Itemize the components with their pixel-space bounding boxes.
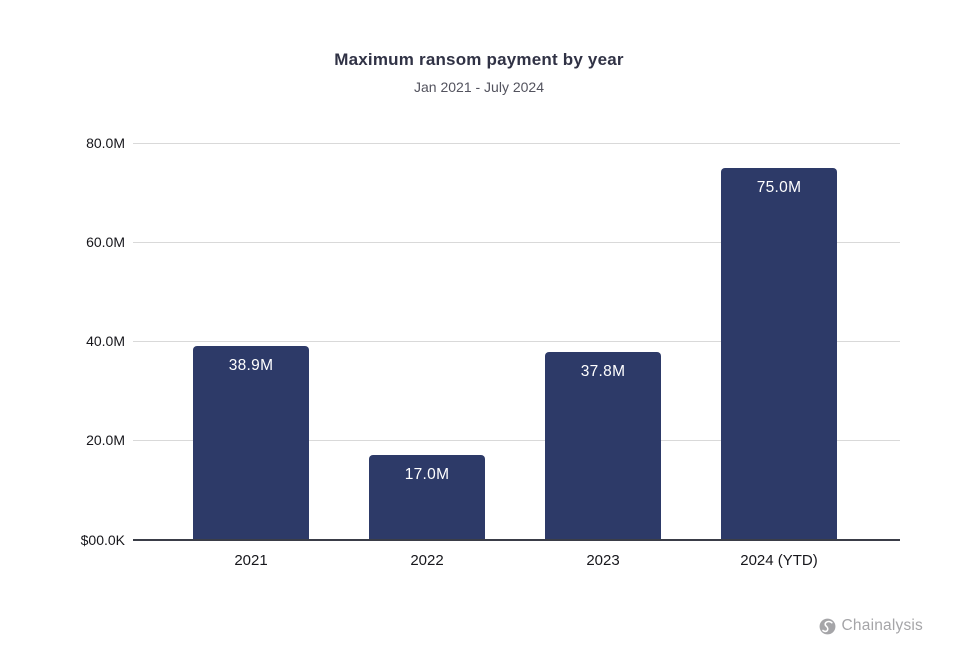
x-axis-label: 2023 — [586, 552, 620, 569]
gridline — [133, 341, 900, 342]
gridline — [133, 242, 900, 243]
chart-subtitle: Jan 2021 - July 2024 — [414, 79, 544, 95]
bar: 38.9M — [193, 346, 309, 539]
gridline — [133, 440, 900, 441]
brand-footer: Chainalysis — [819, 615, 923, 637]
x-axis-line — [133, 539, 900, 541]
y-axis-tick-label: $00.0K — [80, 532, 125, 548]
y-axis-tick-label: 40.0M — [86, 333, 125, 349]
y-axis-tick-label: 20.0M — [86, 432, 125, 448]
chart-title: Maximum ransom payment by year — [334, 50, 624, 69]
brand-label: Chainalysis — [841, 617, 923, 634]
bar-value-label: 38.9M — [228, 357, 274, 375]
bar: 75.0M — [721, 167, 837, 539]
bar-value-label: 37.8M — [580, 362, 626, 380]
x-axis-label: 2024 (YTD) — [740, 552, 818, 569]
x-axis-label: 2022 — [410, 552, 444, 569]
chainalysis-logo-icon — [819, 618, 836, 635]
bar-value-label: 75.0M — [756, 178, 802, 196]
bar-value-label: 17.0M — [404, 465, 450, 483]
x-axis-label: 2021 — [234, 552, 268, 569]
bar: 37.8M — [545, 351, 661, 539]
gridline — [133, 143, 900, 144]
y-axis-tick-label: 80.0M — [86, 135, 125, 151]
y-axis-tick-label: 60.0M — [86, 234, 125, 250]
chart-header: Maximum ransom payment by year Jan 2021 … — [0, 50, 958, 95]
bar: 17.0M — [369, 454, 485, 539]
plot-area: 80.0M 60.0M 40.0M 20.0M $00.0K 38.9M 2021 17.0M… — [81, 135, 900, 569]
